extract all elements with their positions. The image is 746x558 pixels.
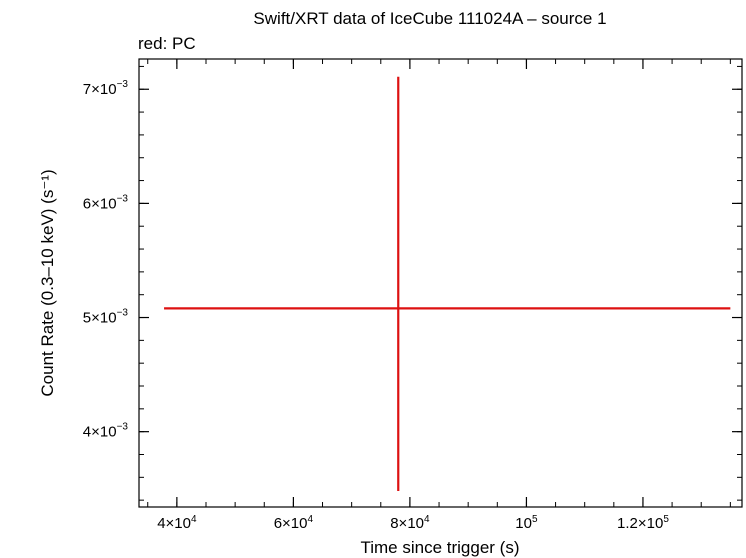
chart-subtitle: red: PC xyxy=(138,34,196,53)
y-axis-label: Count Rate (0.3–10 keV) (s⁻¹) xyxy=(38,169,57,396)
x-axis-label: Time since trigger (s) xyxy=(360,538,519,557)
plot-frame xyxy=(138,58,743,508)
x-tick-label: 105 xyxy=(515,514,538,532)
x-tick-label: 4×104 xyxy=(157,514,197,532)
y-tick-label: 6×10−3 xyxy=(83,193,129,212)
x-tick-label: 8×104 xyxy=(390,514,430,532)
x-tick-label: 6×104 xyxy=(274,514,314,532)
data-series xyxy=(164,76,731,492)
y-tick-label: 7×10−3 xyxy=(83,79,129,98)
chart-title: Swift/XRT data of IceCube 111024A – sour… xyxy=(253,9,606,28)
tick-labels: 4×104 6×104 8×104 105 1.2×105 4×10−3 5×10−3 6×1… xyxy=(83,79,670,532)
x-tick-label: 1.2×105 xyxy=(617,514,669,532)
y-tick-label: 5×10−3 xyxy=(83,308,129,327)
y-tick-label: 4×10−3 xyxy=(83,422,129,441)
axis-ticks xyxy=(139,59,742,507)
